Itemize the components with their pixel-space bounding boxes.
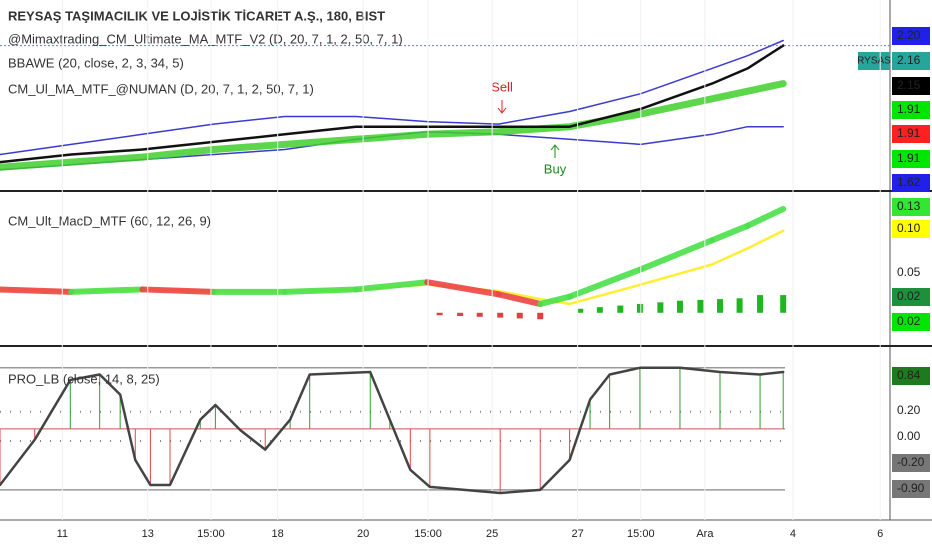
x-tick-label: 18 <box>272 528 284 540</box>
histogram-bar <box>497 312 504 318</box>
price-label-box <box>892 288 930 306</box>
buy-arrow <box>550 144 560 158</box>
price-label-box <box>892 77 930 95</box>
study-legend: PRO_LB (close, 14, 8, 25) <box>8 371 160 386</box>
price-label: -0.90 <box>897 481 925 495</box>
macd-segment <box>637 237 715 273</box>
price-label-box <box>892 52 930 70</box>
series-line <box>0 80 787 171</box>
series-line <box>0 39 784 156</box>
price-label: 0.00 <box>897 429 921 443</box>
macd-segment <box>68 286 146 295</box>
symbol-tag-text: RYSAS <box>857 56 891 67</box>
histogram-bar <box>596 307 603 313</box>
price-label-box <box>892 402 930 420</box>
price-label-box <box>892 101 930 119</box>
price-label: 1.91 <box>897 151 921 165</box>
price-label: 0.02 <box>897 289 921 303</box>
price-label-box <box>892 428 930 446</box>
x-tick-label: 27 <box>571 528 583 540</box>
study-legend: CM_Ult_MacD_MTF (60, 12, 26, 9) <box>8 213 211 228</box>
histogram-bar <box>697 299 704 313</box>
study-legend: BBAWE (20, close, 2, 3, 34, 5) <box>8 55 184 70</box>
x-tick-label: 15:00 <box>414 528 442 540</box>
price-label: 0.84 <box>897 368 921 382</box>
price-label-box <box>892 454 930 472</box>
histogram-bar <box>457 312 464 317</box>
price-label-box <box>892 150 930 168</box>
price-label-box <box>892 125 930 143</box>
histogram-bar <box>516 312 523 319</box>
x-tick-label: 11 <box>57 528 68 540</box>
x-tick-label: 4 <box>790 528 796 540</box>
x-tick-label: 13 <box>142 528 154 540</box>
histogram-bar <box>676 300 683 313</box>
x-tick-label: 6 <box>877 528 883 540</box>
price-label: 0.02 <box>897 314 921 328</box>
price-label-box <box>892 313 930 331</box>
study-legend: @Mimaxtrading_CM_Ultimate_MA_MTF_V2 (D, … <box>8 31 403 46</box>
price-label-box <box>892 198 930 216</box>
symbol-tag <box>858 52 890 70</box>
macd-segment <box>353 279 431 293</box>
x-tick-label: 25 <box>486 528 498 540</box>
price-label: 1.62 <box>897 175 921 189</box>
macd-segment <box>744 205 787 229</box>
price-label: 0.10 <box>897 221 921 235</box>
price-label-box <box>892 264 930 282</box>
price-label-box <box>892 27 930 45</box>
macd-segment <box>424 279 502 298</box>
price-label: 0.20 <box>897 403 921 417</box>
histogram-bar <box>617 305 624 313</box>
chart-title: REYSAŞ TAŞIMACILIK VE LOJİSTİK TİCARET A… <box>8 8 385 23</box>
price-label: 0.13 <box>897 199 921 213</box>
price-label: 1.91 <box>897 102 921 116</box>
x-tick-label: 20 <box>357 528 369 540</box>
x-tick-label: 15:00 <box>627 528 655 540</box>
macd-segment <box>0 286 75 295</box>
price-label: 2.15 <box>897 78 921 92</box>
histogram-bar <box>577 308 584 313</box>
price-label: 2.20 <box>897 28 921 42</box>
histogram-bar <box>657 302 664 313</box>
sell-signal: Sell <box>491 79 513 94</box>
macd-segment <box>139 286 217 295</box>
x-tick-label: 15:00 <box>197 528 225 540</box>
macd-segment <box>537 293 573 307</box>
price-label-box <box>892 220 930 238</box>
study-legend: CM_Ul_MA_MTF_@NUMAN (D, 20, 7, 1, 2, 50,… <box>8 81 314 96</box>
histogram-bar <box>476 312 483 317</box>
macd-segment <box>495 291 544 307</box>
histogram-bar <box>537 312 544 320</box>
buy-signal: Buy <box>544 161 567 176</box>
price-label-box <box>892 480 930 498</box>
histogram-bar <box>717 299 724 313</box>
price-label-box <box>892 367 930 385</box>
macd-segment <box>566 266 644 300</box>
price-label: 0.05 <box>897 265 921 279</box>
series-line <box>0 44 785 164</box>
macd-segment <box>709 222 751 244</box>
sell-arrow <box>497 100 507 114</box>
x-tick-label: Ara <box>696 528 714 540</box>
macd-segment <box>281 286 359 295</box>
histogram-bar <box>636 303 643 313</box>
price-label: -0.20 <box>897 455 925 469</box>
series-line <box>0 366 785 495</box>
price-label: 1.91 <box>897 126 921 140</box>
histogram-bar <box>757 295 764 313</box>
histogram-bar <box>780 295 787 313</box>
price-label: 2.16 <box>897 53 921 67</box>
price-label-box <box>892 174 930 192</box>
histogram-bar <box>736 298 743 313</box>
histogram-bar <box>436 312 443 316</box>
